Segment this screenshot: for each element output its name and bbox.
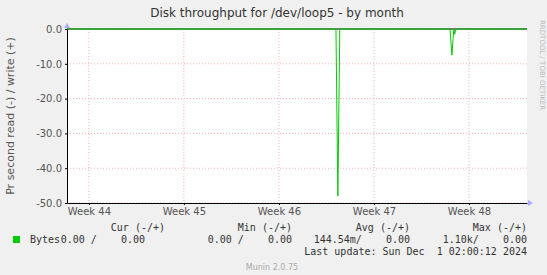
x-tick: Week 47 xyxy=(353,203,396,217)
x-tick-label: Week 46 xyxy=(258,206,301,217)
y-tick-mark xyxy=(65,64,67,65)
y-arrow xyxy=(64,23,70,28)
y-tick-label: -50.0 xyxy=(36,198,62,209)
y-tick-mark xyxy=(65,99,67,100)
footer: Munin 2.0.75 xyxy=(246,263,298,272)
series-group xyxy=(67,29,527,196)
x-axis-line xyxy=(68,203,528,204)
y-grid-line xyxy=(67,98,527,99)
y-tick-label: -10.0 xyxy=(36,59,62,70)
y-grid-line xyxy=(67,63,527,64)
y-grid-line xyxy=(67,133,527,134)
x-tick-label: Week 44 xyxy=(68,206,111,217)
y-tick: -40.0 xyxy=(36,163,67,174)
x-axis: Week 44 Week 45 Week 46 Week 47 Week 48 xyxy=(68,203,528,217)
title: Disk throughput for /dev/loop5 - by mont… xyxy=(150,6,404,20)
plot-background xyxy=(67,29,527,203)
y-tick-label: -40.0 xyxy=(36,163,62,174)
x-tick-label: Week 45 xyxy=(163,206,206,217)
y-tick-mark xyxy=(65,133,67,134)
x-tick-label: Week 47 xyxy=(353,206,396,217)
x-tick-mark xyxy=(184,203,185,205)
stats-header: Max (-/+) xyxy=(473,222,527,233)
x-tick-mark xyxy=(374,203,375,205)
y-tick: -10.0 xyxy=(36,59,67,70)
x-tick: Week 46 xyxy=(258,203,301,217)
y-tick: -20.0 xyxy=(36,93,67,104)
chart: 0.0-10.0-20.0-30.0-40.0-50.0Week 44Week … xyxy=(0,0,547,275)
x-grid-line xyxy=(88,29,89,203)
y-tick: -30.0 xyxy=(36,128,67,139)
x-tick-mark xyxy=(89,203,90,205)
x-grid-line xyxy=(373,29,374,203)
y-tick: 0.0 xyxy=(46,24,67,35)
y-axis: 0.0 -10.0 -20.0 -30.0 -40.0 -50.0 xyxy=(36,24,67,209)
y-tick-mark xyxy=(65,168,67,169)
series-line xyxy=(67,29,527,196)
watermark: RRDTOOL / TOBI OETIKER xyxy=(538,20,546,110)
x-arrow xyxy=(528,200,533,206)
x-tick-mark xyxy=(279,203,280,205)
y-tick: -50.0 xyxy=(36,198,67,209)
stats-value: 0.00 / 0.00 xyxy=(208,234,292,245)
x-tick-mark xyxy=(469,203,470,205)
stats-value: 0.00 / 0.00 xyxy=(61,234,145,245)
legend-label: Bytes xyxy=(30,234,60,245)
y-tick-label: -30.0 xyxy=(36,128,62,139)
y-tick-label: 0.0 xyxy=(46,24,62,35)
y-axis-line xyxy=(67,30,68,204)
y-tick-label: -20.0 xyxy=(36,93,62,104)
x-grid-line xyxy=(278,29,279,203)
stats-header: Min (-/+) xyxy=(238,222,292,233)
y-tick-mark xyxy=(65,29,67,30)
y-axis-title: Pr second read (-) / write (+) xyxy=(4,37,17,195)
y-tick-mark xyxy=(65,203,67,204)
grid xyxy=(67,29,527,203)
x-tick: Week 44 xyxy=(68,203,111,217)
last-update: Last update: Sun Dec 1 02:00:12 2024 xyxy=(304,246,527,257)
x-grid-line xyxy=(183,29,184,203)
background xyxy=(0,0,547,275)
stats-value: 1.10k/ 0.00 xyxy=(443,234,527,245)
x-tick: Week 48 xyxy=(448,203,491,217)
x-tick: Week 45 xyxy=(163,203,206,217)
x-tick-label: Week 48 xyxy=(448,206,491,217)
x-grid-line xyxy=(469,29,470,203)
y-grid-line xyxy=(67,168,527,169)
stats-header: Avg (-/+) xyxy=(356,222,410,233)
stats-header: Cur (-/+) xyxy=(111,222,165,233)
legend-swatch xyxy=(13,236,20,243)
y-grid-line xyxy=(67,203,527,204)
stats-value: 144.54m/ 0.00 xyxy=(314,234,410,245)
